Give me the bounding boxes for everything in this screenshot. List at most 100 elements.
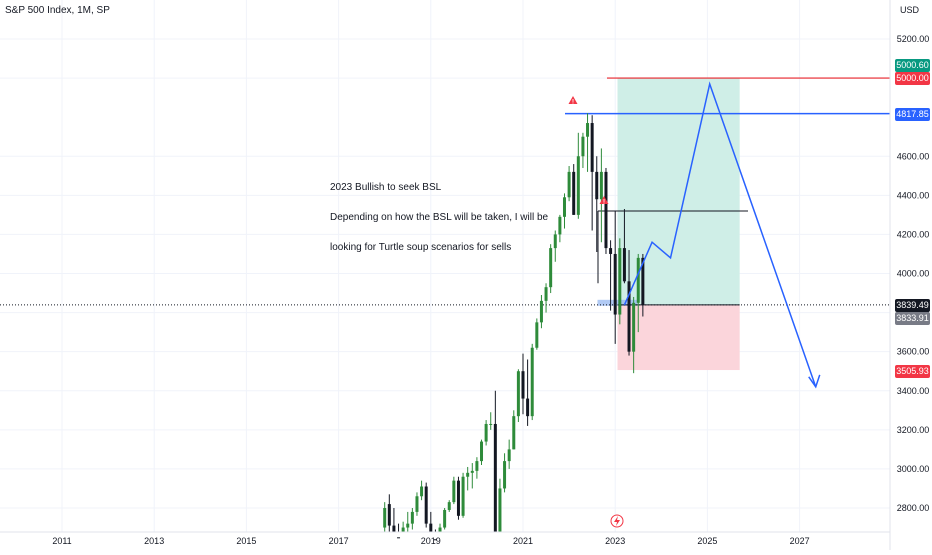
profit-zone [617,78,740,305]
warning-mark: ! [572,100,574,106]
candle-body [544,287,548,301]
candle-body [456,480,460,516]
candle-body [420,486,424,497]
y-tick-label: 4000.00 [897,269,930,279]
x-tick-label: 2027 [790,536,810,546]
lightning-bolt [614,516,620,526]
y-tick-label: 3400.00 [897,386,930,396]
candle-body [470,470,474,473]
candle-body [489,423,493,425]
candle-body [507,449,511,462]
x-tick-label: 2013 [144,536,164,546]
candle-body [609,248,613,254]
annotation-line-2: Depending on how the BSL will be taken, … [330,212,549,223]
candle-body [576,156,580,215]
y-tick-label: 3600.00 [897,347,930,357]
x-tick-label: 2011 [52,536,71,546]
price-tag-3839: 3839.49 [895,299,930,312]
candle-body [401,527,405,532]
candle-body [604,171,608,249]
candle-body [447,502,451,510]
candle-body [498,488,502,532]
position-zones [597,78,740,371]
candle-body [590,123,594,172]
candle-body [475,461,479,471]
price-tag-5000: 5000.00 [895,72,930,85]
price-tag-5000-60: 5000.60 [895,59,930,72]
candle-body [526,398,530,417]
candle-body [433,539,437,541]
candle-body [461,476,465,516]
projection [623,81,821,389]
candle-body [632,302,636,352]
candle-body [521,371,525,399]
candle-body [452,480,456,503]
candle-body [572,171,576,215]
candle-body [581,136,585,157]
x-tick-label: 2015 [236,536,256,546]
annotation-text[interactable]: 2023 Bullish to seek BSL Depending on ho… [330,163,548,263]
projection-arrowhead [808,374,821,389]
loss-zone [617,304,740,371]
candle-body [387,504,391,526]
candle-body [562,197,566,217]
candle-body [539,300,543,323]
candle-body [549,248,553,288]
price-tag-3505: 3505.93 [895,365,930,378]
candle-body [553,234,557,249]
y-tick-label: 5200.00 [897,34,930,44]
candle-body [443,509,447,528]
lightning-icon [610,514,624,528]
candle-body [595,171,599,200]
x-tick-label: 2021 [513,536,533,546]
candle-body [622,248,626,282]
projection-path [623,81,817,388]
candle-body [429,523,433,532]
candles [383,113,645,541]
icons: !! [568,96,624,528]
candle-body [503,461,507,489]
x-tick-label: 2023 [605,536,625,546]
candle-body [641,257,645,305]
warning-triangle-shape [599,196,609,204]
candle-body [392,525,396,532]
candle-body [415,496,419,512]
candle-body [438,527,442,532]
annotation-line-3: looking for Turtle soup scenarios for se… [330,242,512,253]
candle-body [493,423,497,532]
candle-body [535,322,539,348]
currency-label: USD [900,5,920,15]
candle-body [512,416,516,450]
price-tag-3833: 3833.91 [895,312,930,325]
candle-body [627,281,631,352]
warning-triangle-shape [568,96,578,104]
candle-body [383,508,387,528]
chart-title: S&P 500 Index, 1M, SP [5,5,110,16]
candle-body [558,216,562,235]
grid [0,0,890,532]
candle-body [466,472,470,477]
candle-body [567,171,571,198]
candle-body [516,371,520,417]
candle-body [586,123,590,137]
candle-body [406,523,410,528]
y-tick-label: 4200.00 [897,229,930,239]
candle-body [613,253,617,315]
candle-body [484,423,488,442]
warning-triangle-icon: ! [599,196,609,206]
levels [0,77,890,306]
candle-body [618,248,622,315]
y-tick-label: 3000.00 [897,464,930,474]
entry-marker [597,299,638,306]
price-tag-4817: 4817.85 [895,108,930,121]
x-tick-label: 2017 [329,536,349,546]
y-tick-label: 4400.00 [897,190,930,200]
y-tick-label: 4600.00 [897,151,930,161]
candle-body [599,171,603,200]
candle-body [530,347,534,417]
y-tick-label: 3200.00 [897,425,930,435]
warning-triangle-icon: ! [568,96,578,106]
